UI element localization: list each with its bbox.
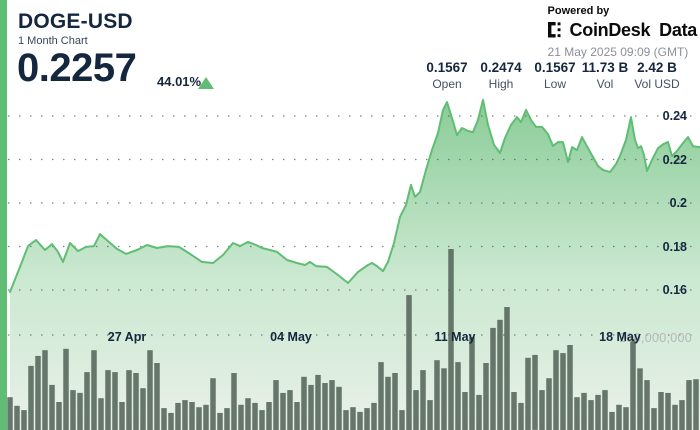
y-axis-tick-label: 0.24 <box>662 109 687 123</box>
logo-text-coindesk: CoinDesk <box>569 20 651 40</box>
stat-volume-value: 11.73 B <box>581 60 629 75</box>
chart-period-label: 1 Month Chart <box>18 35 88 48</box>
stat-low: 0.1567 Low <box>534 60 575 91</box>
x-axis-tick-label: 18 May <box>599 330 641 344</box>
price-area-fill <box>10 99 700 430</box>
y-axis-tick-label: 0.16 <box>662 283 687 297</box>
stat-high-value: 0.2474 <box>480 60 522 75</box>
logo-text-data: Data <box>659 20 697 40</box>
stat-open-value: 0.1567 <box>426 60 468 75</box>
x-axis-tick-label: 04 May <box>270 330 312 344</box>
left-accent-bar <box>0 0 7 430</box>
chart-header: DOGE-USD 1 Month Chart <box>18 10 133 47</box>
stat-low-label: Low <box>543 77 567 91</box>
stat-volume: 11.73 B Vol <box>582 60 629 91</box>
stat-high: 0.2474 High <box>480 60 521 91</box>
x-axis-tick-label: 27 Apr <box>107 330 147 344</box>
stat-volume-usd-label: Vol USD <box>634 77 680 91</box>
branding-block: Powered by CoinDesk Data 21 May 2025 09:… <box>547 5 697 59</box>
stat-high-label: High <box>488 77 514 91</box>
powered-by-label: Powered by <box>547 5 610 17</box>
price-change-percent: 44.01% <box>157 74 202 89</box>
stat-open-label: Open <box>432 77 462 91</box>
volume-bars <box>7 249 699 430</box>
instrument-title: DOGE-USD <box>18 10 133 33</box>
coindesk-pixel-c-icon <box>547 22 561 38</box>
y-axis-tick-label: 0.18 <box>662 240 687 254</box>
y-axis-tick-label: 0.22 <box>662 153 687 167</box>
triangle-up-icon <box>198 77 214 89</box>
stat-volume-usd-value: 2.42 B <box>637 60 677 75</box>
stat-open: 0.1567 Open <box>426 60 467 91</box>
stat-volume-label: Vol <box>596 77 614 91</box>
volume-gridline-label: 200,000,000 <box>619 331 692 345</box>
chart-timestamp: 21 May 2025 09:09 (GMT) <box>547 45 689 59</box>
stat-low-value: 0.1567 <box>534 60 576 75</box>
x-axis-tick-label: 11 May <box>434 330 476 344</box>
stat-volume-usd: 2.42 B Vol USD <box>634 60 679 91</box>
y-axis-tick-label: 0.2 <box>669 196 687 210</box>
current-price: 0.2257 <box>17 46 137 90</box>
coindesk-data-logo[interactable]: CoinDesk Data <box>547 20 697 41</box>
price-line <box>9 98 700 293</box>
